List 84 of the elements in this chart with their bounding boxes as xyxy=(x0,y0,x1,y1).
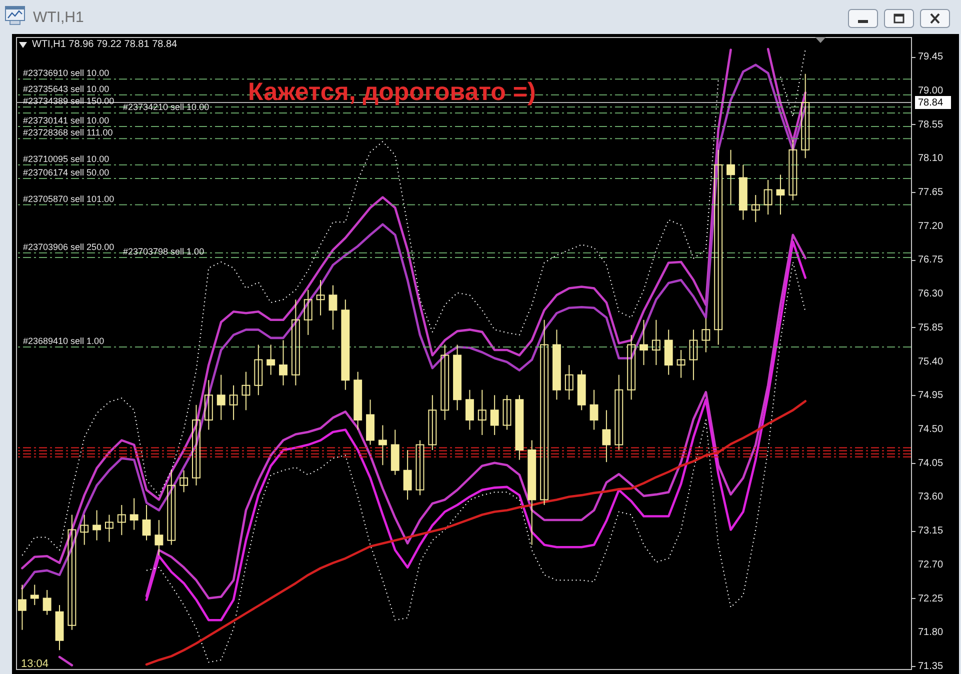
candlestick xyxy=(167,470,176,546)
ref-line-label: #23735643 sell 10.00 xyxy=(23,84,110,94)
candlestick xyxy=(564,364,574,400)
y-tick-label: 77.65 xyxy=(918,186,944,198)
ref-line-label: #23728368 sell 111.00 xyxy=(23,128,113,138)
candlestick xyxy=(254,344,263,396)
y-tick-label: 78.10 xyxy=(918,153,944,164)
ref-line-label: #23703906 sell 250.00 xyxy=(23,242,114,252)
y-tick-label: 78.55 xyxy=(918,119,944,130)
y-tick-label: 72.70 xyxy=(918,559,944,570)
y-tick-label: 74.05 xyxy=(918,458,944,469)
candlestick xyxy=(540,319,549,506)
y-tick-label: 79.45 xyxy=(918,52,944,63)
ref-line-label: #23736910 sell 10.00 xyxy=(23,68,110,78)
candlestick xyxy=(80,514,89,546)
ref-line-label: 78.84 xyxy=(918,97,944,108)
y-tick-label: 74.95 xyxy=(918,390,944,402)
candlestick xyxy=(180,470,188,493)
y-tick-label: 75.85 xyxy=(918,322,944,334)
candlestick xyxy=(316,280,325,316)
candlestick xyxy=(590,389,598,430)
ref-line-label: #23706174 sell 50.00 xyxy=(23,167,110,178)
candlestick xyxy=(304,289,312,336)
ref-line-label: #23689410 sell 1.00 xyxy=(23,336,104,346)
candlestick xyxy=(92,510,102,541)
candlestick xyxy=(291,299,300,386)
candlestick xyxy=(788,140,798,201)
candlestick xyxy=(627,334,636,400)
y-tick-label: 72.25 xyxy=(918,593,944,604)
candlestick xyxy=(42,590,52,616)
chart-subtitle: WTI,H1 78.96 79.22 78.81 78.84 xyxy=(32,39,178,50)
candlestick xyxy=(640,319,648,366)
candlestick xyxy=(328,284,338,330)
ref-line-label: #23730141 sell 10.00 xyxy=(23,116,110,126)
candlestick xyxy=(702,318,710,353)
candlestick xyxy=(416,440,424,496)
candlestick xyxy=(652,319,660,366)
candlestick xyxy=(764,179,772,216)
candlestick xyxy=(465,389,474,430)
candlestick xyxy=(751,194,760,223)
candlestick xyxy=(279,340,288,386)
candlestick xyxy=(130,498,138,530)
candlestick xyxy=(192,404,200,486)
candlestick xyxy=(726,149,735,206)
candlestick xyxy=(18,584,26,630)
candlestick xyxy=(216,374,226,420)
candlestick xyxy=(117,504,126,536)
annotation: 13:04 xyxy=(21,658,49,670)
y-tick-label: 75.40 xyxy=(918,356,944,368)
candlestick xyxy=(428,394,437,451)
candlestick xyxy=(478,389,486,436)
candlestick xyxy=(776,174,785,216)
y-tick-label: 74.50 xyxy=(918,424,944,435)
candlestick xyxy=(142,504,151,541)
y-tick-label: 76.75 xyxy=(918,254,944,266)
chart-title: WTI,H1 xyxy=(33,9,84,26)
y-tick-label: 71.80 xyxy=(918,627,944,638)
candlestick xyxy=(676,349,686,378)
candlestick xyxy=(242,371,250,411)
candlestick xyxy=(229,384,238,420)
ref-line-label: #23710095 sell 10.00 xyxy=(23,154,110,164)
candlestick xyxy=(403,450,412,500)
candlestick xyxy=(378,424,387,466)
y-tick-label: 79.00 xyxy=(918,85,944,96)
candlestick xyxy=(689,329,698,381)
candlestick xyxy=(154,520,164,556)
candlestick xyxy=(602,410,611,463)
candlestick xyxy=(614,374,624,451)
candlestick xyxy=(105,514,114,542)
y-tick-label: 76.30 xyxy=(918,288,944,300)
candlestick xyxy=(490,394,499,436)
y-tick-label: 73.15 xyxy=(918,526,944,537)
candlestick xyxy=(30,584,39,606)
candlestick xyxy=(502,394,512,430)
candlestick xyxy=(801,73,810,159)
y-tick-label: 71.35 xyxy=(918,660,944,672)
candlestick xyxy=(204,380,213,430)
y-tick-label: 73.60 xyxy=(918,492,944,503)
ref-line-label: #23705870 sell 101.00 xyxy=(23,194,114,204)
candlestick xyxy=(266,344,276,376)
candlestick xyxy=(714,149,723,346)
y-tick-label: 77.20 xyxy=(918,220,944,232)
candlestick xyxy=(440,344,450,420)
candlestick xyxy=(68,514,76,630)
